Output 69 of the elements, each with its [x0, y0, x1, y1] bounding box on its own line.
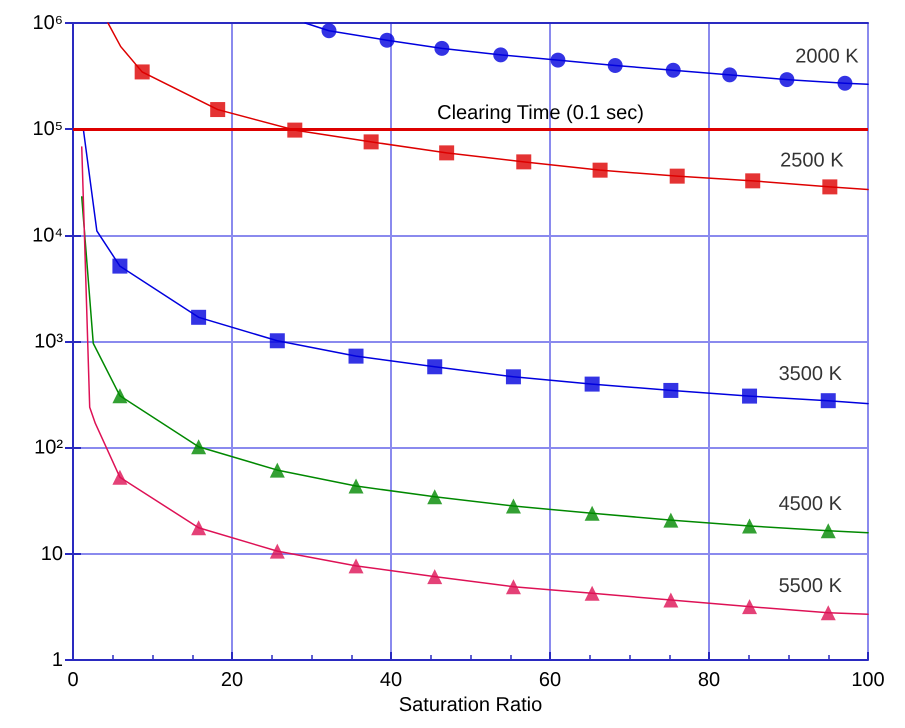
- point: [820, 605, 836, 620]
- point: [837, 76, 852, 91]
- point: [663, 592, 678, 608]
- point: [348, 478, 364, 494]
- point: [506, 579, 521, 594]
- x-tick-label: 100: [851, 669, 885, 691]
- point: [820, 523, 836, 538]
- series-label: 4500 K: [778, 493, 843, 516]
- x-axis-title: Saturation Ratio: [398, 694, 542, 716]
- point: [191, 310, 206, 325]
- point: [666, 62, 681, 78]
- point: [348, 558, 364, 574]
- point: [608, 58, 623, 73]
- point: [550, 52, 566, 68]
- point: [427, 359, 442, 374]
- point: [742, 518, 758, 534]
- y-tick-label: 10⁴: [32, 224, 63, 246]
- series-label: 2000 K: [795, 46, 860, 68]
- point: [364, 134, 379, 150]
- point: [270, 544, 285, 559]
- point: [822, 179, 838, 194]
- point: [745, 173, 760, 188]
- x-tick-label: 20: [220, 669, 244, 691]
- point: [427, 489, 442, 504]
- x-tick-label: 40: [380, 669, 402, 691]
- series-label: 2500 K: [780, 149, 844, 172]
- point: [506, 369, 521, 384]
- point: [516, 154, 532, 170]
- point: [434, 40, 450, 56]
- series-label: 3500 K: [778, 363, 843, 386]
- point: [584, 376, 600, 392]
- y-tick-label: 10²: [34, 436, 64, 459]
- point: [427, 569, 442, 584]
- point: [112, 388, 128, 404]
- y-tick-label: 10³: [34, 330, 64, 352]
- point: [439, 145, 454, 160]
- y-tick-label: 10⁵: [32, 118, 63, 140]
- point: [270, 462, 285, 478]
- point: [584, 586, 600, 601]
- y-tick-label: 10: [40, 542, 63, 565]
- x-tick-label: 80: [698, 669, 720, 691]
- point: [722, 67, 738, 82]
- y-tick-label: 10⁶: [32, 12, 63, 34]
- point: [820, 393, 836, 408]
- point: [191, 520, 206, 536]
- point: [493, 47, 508, 62]
- point: [134, 64, 150, 80]
- point: [742, 388, 758, 404]
- point: [506, 498, 521, 514]
- point: [210, 102, 226, 118]
- point: [322, 23, 336, 38]
- point: [270, 333, 285, 348]
- point: [742, 599, 758, 614]
- point: [380, 32, 395, 48]
- point: [191, 439, 206, 454]
- point: [663, 512, 678, 528]
- point: [779, 72, 794, 88]
- y-tick-label: 1: [52, 649, 63, 671]
- point: [112, 470, 128, 485]
- point: [348, 348, 364, 364]
- point: [670, 168, 685, 184]
- series-label: 5500 K: [778, 575, 843, 598]
- ref-line-label: Clearing Time (0.1 sec): [437, 102, 644, 124]
- x-tick-label: 60: [538, 669, 562, 691]
- point: [584, 506, 600, 521]
- x-tick-label: 0: [67, 669, 79, 691]
- point: [663, 382, 678, 398]
- point: [112, 258, 128, 274]
- point: [592, 162, 608, 178]
